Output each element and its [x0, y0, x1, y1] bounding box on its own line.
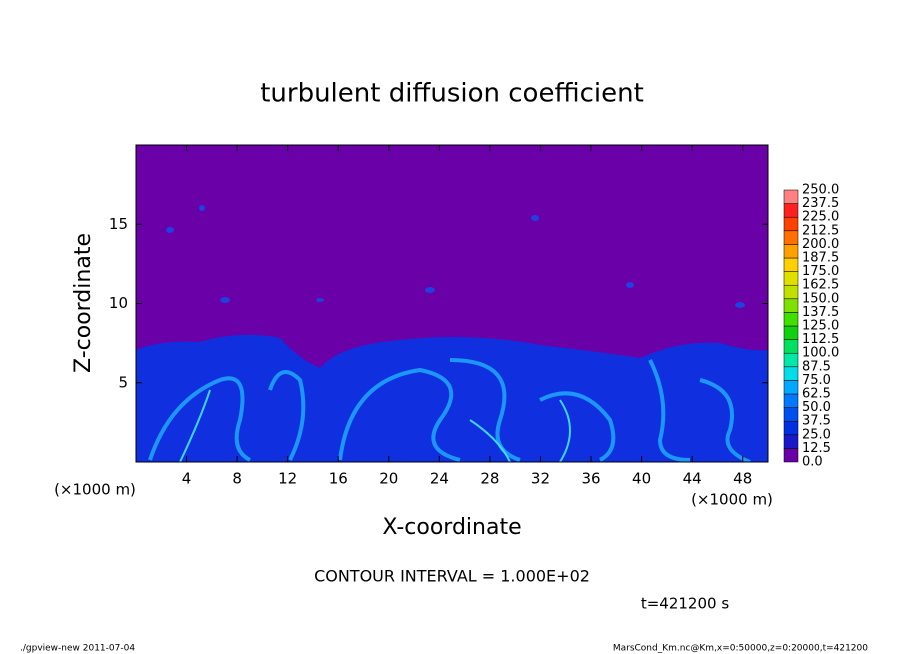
- x-tick-label: 24: [430, 470, 449, 488]
- x-tick-label: 16: [329, 470, 348, 488]
- x-tick-label: 12: [278, 470, 297, 488]
- colorbar-label: 100.0: [802, 346, 839, 361]
- time-label: t=421200 s: [641, 595, 729, 613]
- colorbar-swatch: [783, 420, 799, 436]
- y-tick-label: 15: [109, 215, 128, 233]
- colorbar-swatch: [783, 230, 799, 245]
- x-tick-label: 36: [581, 470, 600, 488]
- colorbar-label: 137.5: [802, 305, 839, 320]
- colorbar-label: 125.0: [802, 319, 839, 334]
- x-tick-label: 32: [531, 470, 550, 488]
- footer-right: MarsCond_Km.nc@Km,x=0:50000,z=0:20000,t=…: [613, 644, 868, 654]
- colorbar-swatch: [783, 325, 799, 340]
- chart-title: turbulent diffusion coefficient: [260, 79, 644, 109]
- colorbar-swatch: [783, 352, 799, 368]
- colorbar-label: 237.5: [802, 196, 839, 211]
- colorbar-label: 175.0: [802, 264, 839, 279]
- colorbar-swatch: [783, 339, 799, 354]
- colorbar-label: 150.0: [802, 291, 839, 306]
- colorbar-label: 162.5: [802, 278, 839, 293]
- colorbar-label: 75.0: [802, 373, 831, 388]
- colorbar-swatch: [783, 380, 799, 395]
- x-tick-label: 8: [232, 470, 242, 488]
- colorbar-label: 225.0: [802, 210, 839, 225]
- x-tick-label: 44: [683, 470, 702, 488]
- colorbar-swatch: [783, 284, 799, 300]
- x-tick-label: 4: [182, 470, 192, 488]
- field: [136, 145, 768, 462]
- colorbar-swatch: [783, 434, 799, 449]
- colorbar-label: 37.5: [802, 414, 831, 429]
- colorbar-label: 25.0: [802, 427, 831, 442]
- colorbar-swatch: [783, 407, 799, 422]
- colorbar-swatch: [783, 189, 799, 204]
- x-tick-label: 48: [733, 470, 752, 488]
- colorbar-swatch: [783, 244, 799, 259]
- x-unit: (×1000 m): [691, 491, 773, 509]
- colorbar-label: 250.0: [802, 183, 839, 198]
- colorbar-swatch: [783, 216, 799, 232]
- x-unit: (×1000 m): [54, 481, 136, 499]
- colorbar-swatch: [783, 448, 799, 463]
- x-tick-label: 28: [480, 470, 499, 488]
- colorbar-swatch: [783, 203, 799, 218]
- colorbar-swatch: [783, 257, 799, 272]
- colorbar-label: 200.0: [802, 237, 839, 252]
- colorbar-label: 112.5: [802, 332, 839, 347]
- colorbar-label: 50.0: [802, 400, 831, 415]
- colorbar-label: 212.5: [802, 223, 839, 238]
- y-tick-label: 5: [118, 373, 128, 391]
- colorbar-label: 0.0: [802, 455, 823, 470]
- colorbar-label: 187.5: [802, 251, 839, 266]
- colorbar-label: 62.5: [802, 387, 831, 402]
- x-axis-label: X-coordinate: [382, 515, 521, 540]
- colorbar-label: 87.5: [802, 359, 831, 374]
- colorbar-swatch: [783, 298, 799, 313]
- colorbar-swatch: [783, 366, 799, 381]
- x-tick-label: 20: [379, 470, 398, 488]
- colorbar-label: 12.5: [802, 441, 831, 456]
- x-tick-label: 40: [632, 470, 651, 488]
- footer-left: ./gpview-new 2011-07-04: [20, 644, 135, 654]
- y-axis-label: Z-coordinate: [71, 233, 96, 373]
- colorbar-swatch: [783, 393, 799, 408]
- contour-note: CONTOUR INTERVAL = 1.000E+02: [314, 567, 590, 586]
- colorbar-swatch: [783, 271, 799, 286]
- y-tick-label: 10: [109, 294, 128, 312]
- colorbar-swatch: [783, 312, 799, 327]
